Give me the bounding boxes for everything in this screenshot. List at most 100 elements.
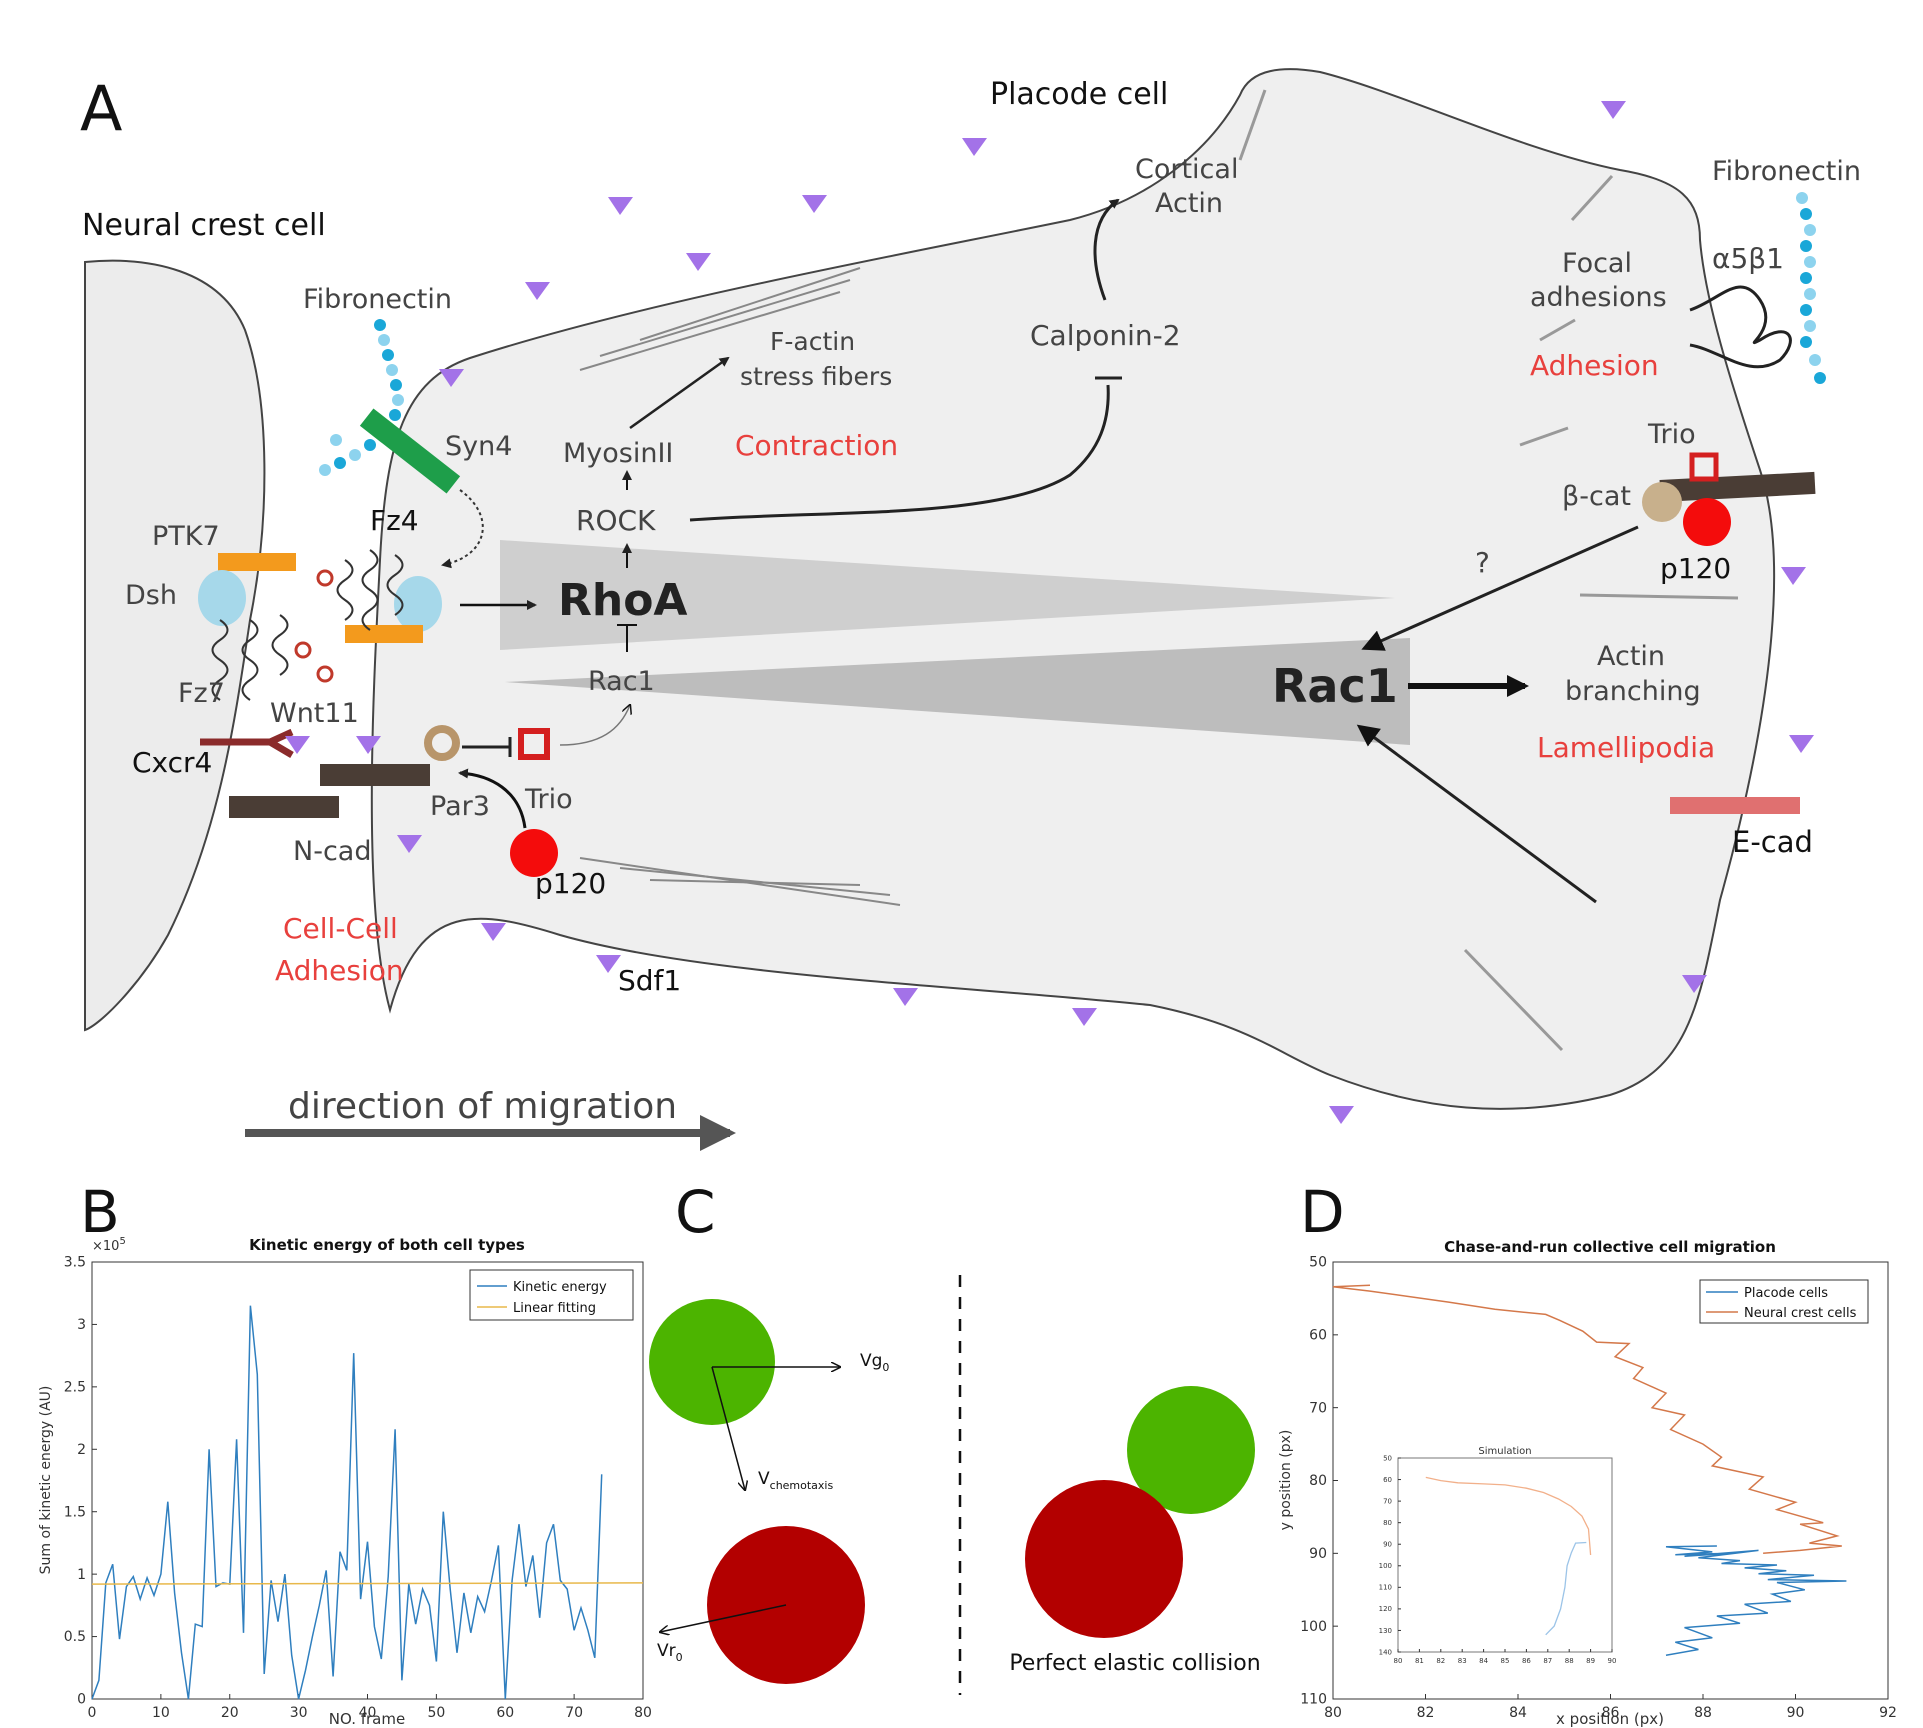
series-line-1 [1332,1284,1842,1555]
dsh-label: Dsh [125,580,177,611]
y-tick-label: 130 [1379,1627,1392,1635]
panel-label-b: B [80,1178,120,1246]
green-cell [649,1299,775,1425]
y-tick-label: 3 [77,1317,86,1333]
fz7-label: Fz7 [178,678,225,709]
ecad-label: E-cad [1732,825,1813,859]
x-tick-label: 89 [1586,1657,1595,1665]
x-tick-label: 90 [1608,1657,1617,1665]
y-tick-label: 140 [1379,1648,1392,1656]
trio-square-left [518,728,550,760]
fz4-label: Fz4 [370,504,419,537]
cortex-lines [1238,89,1739,1052]
chart-b-multiplier: ×105 [92,1236,126,1254]
y-tick-label: 0 [77,1692,86,1708]
actin-branching-label-1: Actin [1597,641,1665,672]
chart-b-legend [469,1269,634,1321]
x-tick-label: 86 [1602,1705,1620,1721]
focal-label-2: adhesions [1530,282,1667,313]
rac1-gradient-wedge [505,638,1410,745]
cortical-label-1: Cortical [1135,154,1238,185]
wnt11-label: Wnt11 [270,698,359,729]
chart-d-legend-label-1: Placode cells [1744,1286,1828,1301]
x-tick-label: 88 [1694,1705,1712,1721]
x-tick-label: 80 [634,1705,652,1721]
panel-c: C Vg0 Vchemotaxis Vr0 Perfect elastic co… [649,1178,1261,1695]
neural-crest-cell-label: Neural crest cell [82,208,326,243]
collision-red-cell [1025,1480,1183,1638]
y-tick-label: 50 [1309,1255,1327,1271]
series-line-0 [91,1305,603,1700]
x-tick-label: 50 [427,1705,445,1721]
y-tick-label: 80 [1309,1473,1327,1489]
chart-d-title: Chase-and-run collective cell migration [1444,1238,1776,1256]
y-tick-label: 110 [1300,1692,1327,1708]
x-tick-label: 87 [1543,1657,1552,1665]
p120-arrow [458,768,527,829]
y-tick-label: 60 [1383,1476,1392,1484]
par3-label: Par3 [430,791,490,822]
x-tick-label: 60 [496,1705,514,1721]
y-tick-label: 50 [1383,1454,1392,1462]
series-line-1 [1545,1541,1587,1636]
factin-label-1: F-actin [770,327,855,356]
chart-b-marks: 0 10 20 30 40 50 60 70 80 0 0.5 1 1.5 2 2.5 3 3.5 [64,1255,652,1721]
par3-ring [424,725,460,761]
y-tick-label: 2 [77,1442,86,1458]
x-tick-label: 82 [1436,1657,1445,1665]
calponin-to-cortical-arrow [1093,198,1120,301]
stress-fibers-bottom [579,857,901,906]
inset-marks: 80 81 82 83 84 85 86 87 88 89 90 50 60 70 80 90 100 110 12… [1379,1454,1617,1665]
chart-b-ylabel: Sum of kinetic energy (AU) [38,1386,54,1575]
y-tick-label: 1.5 [64,1504,86,1520]
vr-label: Vr0 [657,1641,683,1664]
x-tick-label: 10 [152,1705,170,1721]
y-tick-label: 1 [77,1567,86,1583]
sdf1-label: Sdf1 [618,964,681,997]
syn4-label: Syn4 [445,431,512,462]
y-tick-label: 100 [1379,1562,1392,1570]
x-tick-label: 85 [1501,1657,1510,1665]
focal-label-1: Focal [1562,248,1632,279]
p120-dot-left [510,829,558,877]
bcat-label: β-cat [1562,481,1631,512]
trio-left-label: Trio [524,784,573,815]
chart-d-xlabel: x position (px) [1556,1710,1664,1728]
trio-right-label: Trio [1647,419,1696,450]
panel-d: D Chase-and-run collective cell migratio… [1278,1178,1897,1728]
cxcr4-receptor [200,728,294,759]
panel-label-c: C [675,1178,716,1246]
x-tick-label: 70 [565,1705,583,1721]
wnt11-circles [294,569,334,683]
series-line-0 [1425,1476,1592,1556]
fibronectin-right-label: Fibronectin [1712,156,1861,187]
vg-label: Vg0 [860,1351,889,1374]
p120-left-label: p120 [535,867,606,900]
x-tick-label: 30 [290,1705,308,1721]
x-tick-label: 82 [1417,1705,1435,1721]
fz4-receptor [336,549,404,631]
x-tick-label: 81 [1415,1657,1424,1665]
collision-green-cell [1127,1386,1255,1514]
trio-square-right [1689,452,1719,482]
factin-label-2: stress fibers [740,362,892,391]
rhoa-gradient-wedge [500,540,1395,650]
inset-title: Simulation [1478,1446,1531,1457]
chart-d-marks: 80 82 84 86 88 90 92 50 60 70 80 90 100 110 [1300,1255,1897,1721]
chart-b-legend-label-2: Linear fitting [513,1301,596,1316]
panel-label-d: D [1300,1178,1345,1246]
x-tick-label: 84 [1479,1657,1488,1665]
chart-b-xlabel: NO. frame [329,1710,405,1728]
panel-label-a: A [80,72,122,145]
y-tick-label: 90 [1383,1541,1392,1549]
trio-to-rac1-arrow [559,705,630,746]
panel-a: A Neural crest cell Placode cell Fibrone… [80,68,1861,1151]
dsh-oval [198,570,246,626]
chart-d-ylabel: y position (px) [1278,1430,1294,1531]
stress-fibers-top [579,267,861,371]
calponin-label: Calponin-2 [1030,319,1181,352]
y-tick-label: 80 [1383,1519,1392,1527]
rock-label: ROCK [576,504,656,537]
fz7-receptor [211,614,289,701]
x-tick-label: 84 [1509,1705,1527,1721]
